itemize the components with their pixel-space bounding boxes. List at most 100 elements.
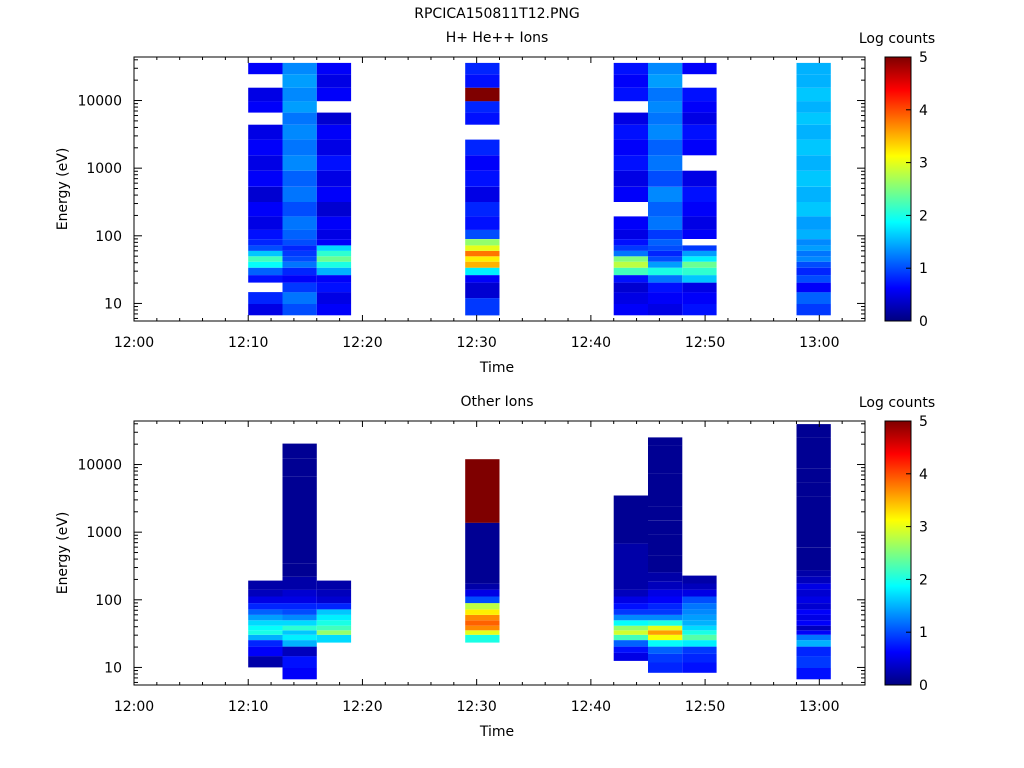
- spectrogram-cell: [682, 282, 717, 293]
- spectrogram-cell: [248, 620, 283, 626]
- spectrogram-cell: [796, 304, 831, 316]
- spectrogram-cell: [648, 609, 683, 615]
- spectrogram-cell: [316, 124, 352, 140]
- spectrogram-cell: [648, 155, 683, 171]
- spectrogram-cell: [613, 124, 648, 140]
- colorbar-ticks: 0 1 2 3 4 5: [906, 414, 928, 694]
- spectrogram-cell: [282, 304, 317, 316]
- spectrogram-cell: [613, 634, 648, 641]
- spectrogram-cell: [248, 202, 283, 217]
- spectrogram-cell: [796, 656, 831, 668]
- y-tick-label: 100: [95, 229, 122, 245]
- spectrogram-cell: [648, 267, 683, 276]
- colorbar-label: Log counts: [859, 31, 935, 47]
- spectrogram-cell: [248, 292, 283, 304]
- spectrogram-cell: [613, 589, 648, 597]
- spectrogram-cell: [613, 630, 648, 635]
- spectrogram-cell: [248, 596, 283, 604]
- spectrogram-cell: [465, 155, 500, 171]
- spectrogram-cell: [796, 452, 831, 469]
- spectrogram-cell: [465, 245, 500, 251]
- spectrogram-cell: [682, 614, 717, 621]
- spectrogram-cell: [316, 589, 352, 597]
- spectrogram-cell: [796, 282, 831, 293]
- spectrogram-cell: [613, 495, 648, 544]
- spectrogram-cell: [796, 437, 831, 453]
- spectrogram-cell: [648, 506, 683, 521]
- spectrogram-cell: [282, 74, 317, 88]
- spectrogram-cell: [796, 614, 831, 621]
- spectrogram-cell: [682, 292, 717, 304]
- spectrogram-cell: [796, 424, 831, 438]
- spectrogram-cell: [316, 112, 352, 125]
- spectrogram-cell: [282, 256, 317, 262]
- y-tick-label: 1000: [86, 161, 122, 177]
- spectrogram-cell: [465, 630, 500, 635]
- spectrogram-cell: [682, 139, 717, 156]
- x-tick-label: 13:00: [799, 699, 839, 715]
- spectrogram-cell: [796, 87, 831, 102]
- spectrogram-cell: [248, 239, 283, 246]
- spectrogram-cell: [248, 170, 283, 187]
- axes: 12:00 12:10 12:20 12:30 12:40 12:50 13:00 10 100…: [77, 421, 865, 715]
- spectrogram-cell: [613, 614, 648, 621]
- spectrogram-cell: [316, 256, 352, 262]
- x-tick-label: 13:00: [799, 335, 839, 351]
- spectrogram-cell: [248, 267, 283, 276]
- spectrogram-cell: [682, 112, 717, 125]
- x-axis-label: Time: [479, 724, 514, 740]
- spectrogram-cell: [282, 563, 317, 577]
- spectrogram-cell: [648, 614, 683, 621]
- spectrogram-cell: [248, 250, 283, 257]
- colorbar-tick-label: 1: [919, 261, 928, 277]
- spectrogram-cell: [465, 112, 500, 125]
- spectrogram-cell: [316, 170, 352, 187]
- spectrogram-cell: [282, 656, 317, 668]
- y-tick-label: 10: [104, 296, 122, 312]
- spectrogram-cell: [682, 583, 717, 590]
- spectrogram-cell: [613, 62, 648, 75]
- colorbar-tick-label: 2: [919, 572, 928, 588]
- spectrogram-cell: [613, 186, 648, 202]
- spectrogram-cell: [613, 292, 648, 304]
- panel-title: H+ He++ Ions: [446, 30, 549, 46]
- spectrogram-blocks: [248, 62, 831, 316]
- spectrogram-cell: [682, 662, 717, 673]
- spectrogram-cell: [465, 256, 500, 262]
- spectrogram-cell: [248, 62, 283, 75]
- spectrogram-cell: [282, 87, 317, 102]
- spectrogram-cell: [613, 267, 648, 276]
- spectrogram-cell: [248, 603, 283, 610]
- spectrogram-cell: [648, 596, 683, 604]
- spectrogram-cell: [682, 101, 717, 113]
- spectrogram-cell: [282, 526, 317, 564]
- spectrogram-cell: [682, 634, 717, 641]
- spectrogram-cell: [465, 459, 500, 523]
- spectrogram-cell: [796, 603, 831, 610]
- spectrogram-cell: [316, 74, 352, 88]
- spectrogram-cell: [796, 267, 831, 276]
- spectrogram-cell: [682, 625, 717, 631]
- spectrogram-cell: [648, 634, 683, 641]
- spectrogram-cell: [282, 292, 317, 304]
- spectrogram-cell: [796, 275, 831, 283]
- spectrogram-cell: [613, 87, 648, 102]
- spectrogram-cell: [282, 101, 317, 113]
- spectrogram-cell: [282, 576, 317, 590]
- spectrogram-cell: [796, 596, 831, 604]
- colorbar-tick-label: 4: [919, 467, 928, 483]
- spectrogram-cell: [316, 634, 352, 643]
- spectrogram-cell: [316, 625, 352, 631]
- spectrogram-cell: [682, 216, 717, 230]
- spectrogram-cell: [248, 630, 283, 635]
- y-axis-label: Energy (eV): [55, 512, 71, 595]
- spectrogram-cell: [648, 620, 683, 626]
- spectrogram-cell: [316, 267, 352, 276]
- spectrogram-cell: [648, 640, 683, 647]
- spectrogram-cell: [796, 576, 831, 584]
- spectrogram-cell: [796, 186, 831, 202]
- spectrogram-cell: [316, 62, 352, 75]
- spectrogram-cell: [465, 603, 500, 610]
- x-tick-label: 12:40: [571, 699, 611, 715]
- spectrogram-cell: [613, 256, 648, 262]
